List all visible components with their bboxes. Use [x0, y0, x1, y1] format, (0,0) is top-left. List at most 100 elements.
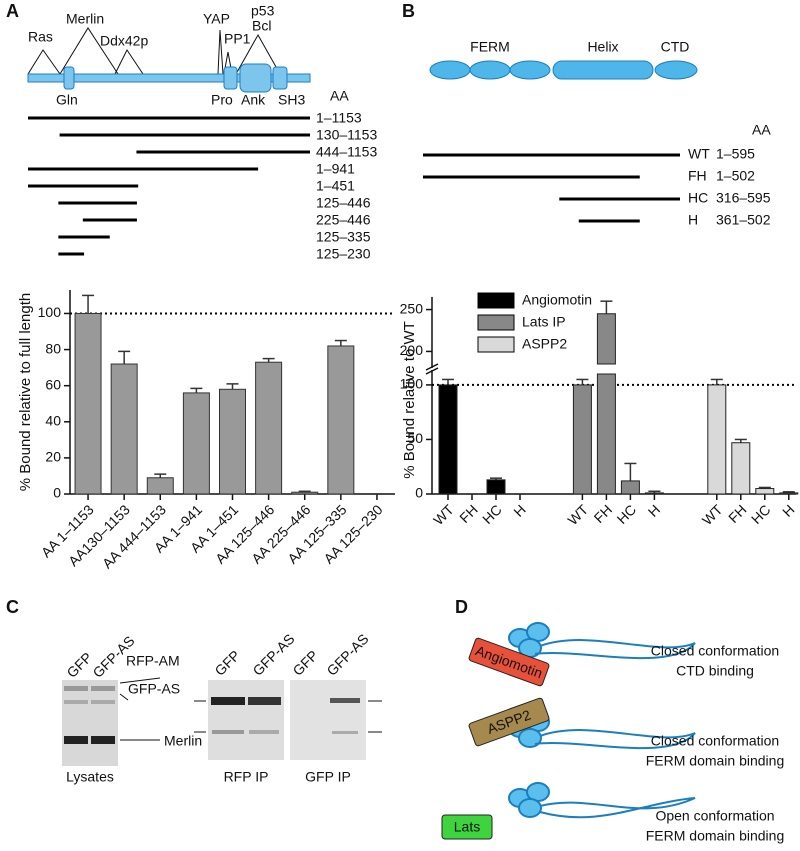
triangle — [114, 49, 144, 75]
x-tick-label: WT — [564, 501, 591, 528]
bar — [438, 384, 458, 495]
partner-box — [468, 637, 550, 687]
x-tick-label: FH — [456, 501, 481, 526]
domain-label: Merlin — [66, 11, 104, 27]
y-tick-label: 50 — [407, 430, 423, 446]
arrow — [119, 693, 129, 701]
construct-range: 361–502 — [716, 212, 771, 228]
caption-line: Closed conformation — [651, 643, 779, 659]
construct-name: HC — [688, 190, 708, 206]
blot-label: RFP IP — [224, 769, 269, 785]
band — [212, 730, 244, 734]
domain-diagram-b — [429, 60, 698, 80]
legend-label: Lats IP — [522, 314, 566, 330]
construct-range: 1–941 — [316, 161, 355, 177]
panel-label: A — [6, 1, 19, 21]
band — [330, 698, 360, 703]
y-tick-label: 100 — [38, 304, 62, 320]
bar — [327, 345, 355, 495]
band-label: Merlin — [164, 733, 202, 749]
protein-cartoon — [508, 622, 696, 660]
bar — [182, 392, 210, 495]
axis-break — [425, 367, 439, 375]
caption-line: FERM domain binding — [646, 753, 785, 769]
construct-range: 1–451 — [316, 178, 355, 194]
x-tick-label: H — [779, 501, 797, 519]
band — [211, 697, 245, 705]
y-tick-label: 20 — [45, 449, 61, 465]
triangle — [59, 27, 119, 75]
bar — [219, 388, 246, 495]
construct-range: 1–502 — [716, 168, 755, 184]
legend-label: ASPP2 — [522, 336, 567, 352]
y-tick-label: 250 — [400, 300, 424, 316]
domain-lobe — [429, 60, 471, 80]
bar — [572, 384, 592, 495]
domain-box — [63, 66, 75, 90]
ferm-lobe — [518, 728, 542, 748]
x-tick-label: WT — [699, 501, 726, 528]
bar — [596, 313, 616, 365]
legend-label: Angiomotin — [522, 292, 592, 308]
band — [64, 686, 88, 691]
band — [91, 700, 115, 704]
domain-label: FERM — [470, 39, 510, 55]
arrow — [119, 677, 161, 684]
band — [249, 730, 279, 734]
construct-name: WT — [688, 146, 710, 162]
construct-range: 1–595 — [716, 146, 755, 162]
band-label: GFP-AS — [128, 681, 180, 697]
domain-label: Pro — [211, 92, 233, 108]
domain-box — [272, 66, 288, 90]
protein-loop — [539, 797, 696, 819]
domain-lobe — [509, 60, 551, 80]
x-tick-label: HC — [479, 501, 505, 527]
domain-label: Gln — [56, 92, 78, 108]
construct-name: H — [688, 212, 698, 228]
western-blots — [62, 677, 382, 766]
domain-lobe — [469, 60, 511, 80]
arrows — [119, 677, 382, 741]
lane-label: GFP-AS — [249, 631, 297, 679]
triangle — [27, 49, 61, 75]
bar — [755, 488, 775, 495]
lane-label: GFP — [211, 647, 243, 679]
panel-label: D — [455, 597, 468, 617]
y-tick-label: 100 — [400, 376, 424, 392]
bar — [486, 479, 506, 495]
legend-swatch — [477, 292, 515, 309]
domain-box — [239, 63, 272, 93]
construct-range: 444–1153 — [316, 144, 377, 160]
legend-swatch — [477, 314, 515, 331]
ctd-domain — [654, 60, 698, 80]
partner-box — [441, 814, 493, 840]
y-tick-label: 40 — [45, 412, 61, 428]
bar — [146, 477, 174, 495]
band — [332, 731, 358, 734]
bar — [644, 492, 664, 495]
y-tick-label: 60 — [45, 376, 61, 392]
bar — [779, 492, 799, 495]
lane-label: GFP — [63, 649, 95, 681]
bar — [74, 312, 102, 495]
blot — [62, 680, 118, 766]
bar — [596, 373, 616, 495]
y-axis-label: % Bound relative to WT — [401, 321, 418, 479]
lane-label: GFP — [289, 647, 321, 679]
band — [91, 686, 115, 691]
band — [91, 736, 115, 744]
domain-box — [223, 66, 238, 90]
construct-range: 316–595 — [716, 190, 771, 206]
x-tick-label: H — [510, 501, 528, 519]
bar — [255, 361, 283, 495]
aa-header: AA — [330, 88, 349, 104]
construct-range: 1–1153 — [316, 110, 362, 126]
x-tick-label: HC — [614, 501, 640, 527]
aa-header: AA — [752, 122, 771, 138]
domain-label: PP1 — [224, 31, 251, 47]
blot-label: GFP IP — [305, 769, 351, 785]
domain-label: Ddx42p — [100, 33, 148, 49]
blot — [290, 680, 366, 760]
protein-loop — [534, 639, 696, 660]
domain-label: Helix — [587, 39, 618, 55]
